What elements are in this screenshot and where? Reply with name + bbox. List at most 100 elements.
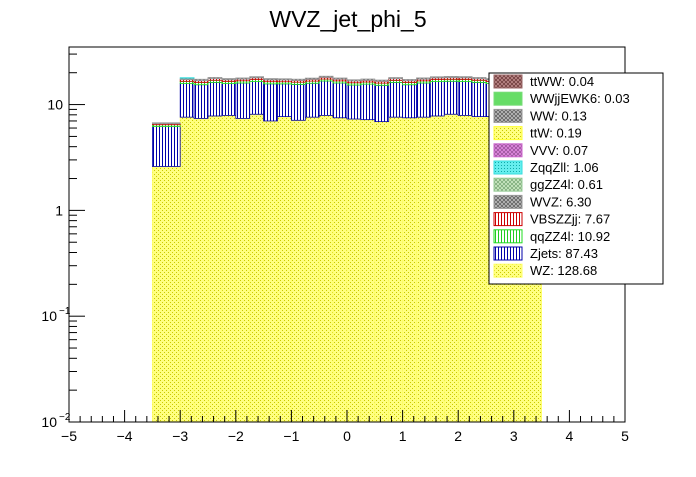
bar-Zjets-9: [291, 84, 305, 120]
bar-WZ-14: [361, 120, 375, 422]
y-tick-label-0p01: 10: [41, 414, 57, 430]
legend-label-WVZ: WVZ: 6.30: [530, 194, 591, 209]
bar-Zjets-17: [403, 85, 417, 118]
legend-swatch-WVZ: [494, 195, 522, 208]
x-tick-label: 1: [399, 428, 407, 444]
bar-Zjets-22: [472, 82, 486, 116]
bar-Zjets-7: [264, 84, 278, 121]
bar-WZ-9: [291, 120, 305, 422]
bar-Zjets-21: [458, 82, 472, 116]
bar-WVZ-16: [389, 78, 403, 79]
bar-Zjets-8: [278, 84, 292, 117]
x-tick-label: 2: [454, 428, 462, 444]
legend-label-qqZZ4l: qqZZ4l: 10.92: [530, 229, 610, 244]
legend-swatch-qqZZ4l: [494, 230, 522, 243]
bar-WZ-18: [417, 117, 431, 422]
legend-swatch-ttW: [494, 127, 522, 140]
bar-WVZ-19: [430, 77, 444, 78]
bar-WZ-5: [236, 118, 250, 422]
bar-WVZ-3: [208, 77, 222, 78]
bar-Zjets-6: [250, 82, 264, 115]
bar-WZ-13: [347, 119, 361, 422]
bar-WVZ-13: [347, 80, 361, 81]
bar-Zjets-1: [180, 84, 194, 118]
bar-WVZ-17: [403, 79, 417, 80]
y-tick-label-0p01-exponent: −2: [59, 412, 71, 423]
legend-label-VVV: VVV: 0.07: [530, 143, 588, 158]
y-tick-label-0p1-exponent: −1: [59, 306, 71, 317]
legend-swatch-ggZZ4l: [494, 178, 522, 191]
bar-WVZ-20: [444, 76, 458, 77]
bar-WZ-2: [194, 118, 208, 422]
bar-WVZ-6: [250, 77, 264, 78]
bar-WVZ-21: [458, 77, 472, 78]
bar-Zjets-14: [361, 84, 375, 120]
bar-WZ-16: [389, 117, 403, 422]
x-tick-label: 4: [566, 428, 574, 444]
legend-label-WWjjEWK6: WWjjEWK6: 0.03: [530, 91, 630, 106]
bar-Zjets-18: [417, 83, 431, 117]
x-tick-label: −3: [172, 428, 188, 444]
bar-Zjets-19: [430, 82, 444, 116]
bar-WZ-22: [472, 117, 486, 422]
x-tick-label: −1: [283, 428, 299, 444]
y-tick-label-10: 10: [47, 97, 63, 113]
stacked-bars: [152, 76, 541, 422]
x-tick-label: −5: [61, 428, 77, 444]
chart-title: WVZ_jet_phi_5: [269, 6, 426, 32]
bar-Zjets-20: [444, 81, 458, 114]
bar-WZ-11: [319, 115, 333, 422]
bar-Zjets-13: [347, 85, 361, 119]
bar-WZ-19: [430, 116, 444, 422]
x-tick-label: 3: [510, 428, 518, 444]
y-tick-label-0p1: 10: [41, 308, 57, 324]
x-tick-label: −2: [228, 428, 244, 444]
bar-WVZ-18: [417, 78, 431, 79]
bar-WVZ-22: [472, 77, 486, 78]
bar-WZ-1: [180, 117, 194, 422]
legend-swatch-ttWW: [494, 75, 522, 88]
bar-Zjets-15: [375, 85, 389, 121]
bar-WZ-17: [403, 118, 417, 422]
legend-swatch-Zjets: [494, 247, 522, 260]
bar-WZ-20: [444, 114, 458, 422]
legend-label-ttWW: ttWW: 0.04: [530, 74, 594, 89]
bar-WVZ-11: [319, 76, 333, 77]
bar-Zjets-11: [319, 81, 333, 115]
bar-WVZ-7: [264, 79, 278, 80]
bar-WZ-12: [333, 118, 347, 422]
legend-swatch-WWjjEWK6: [494, 92, 522, 105]
bar-WVZ-5: [236, 78, 250, 79]
bar-WZ-3: [208, 116, 222, 422]
bar-WVZ-9: [291, 79, 305, 80]
legend-label-ZqqZll: ZqqZll: 1.06: [530, 160, 599, 175]
bar-WVZ-8: [278, 79, 292, 80]
bar-WZ-8: [278, 117, 292, 422]
bar-WZ-21: [458, 115, 472, 422]
bar-WZ-0: [152, 166, 180, 422]
bar-WZ-6: [250, 114, 264, 422]
y-tick-label-1: 1: [55, 202, 63, 218]
bar-Zjets-0: [152, 127, 180, 167]
bar-WZ-7: [264, 121, 278, 422]
legend-swatch-WW: [494, 109, 522, 122]
bar-WZ-15: [375, 122, 389, 422]
legend-swatch-ZqqZll: [494, 161, 522, 174]
bar-WVZ-14: [361, 79, 375, 80]
legend-swatch-WZ: [494, 264, 522, 277]
bar-WZ-4: [222, 115, 236, 422]
bar-WVZ-10: [305, 78, 319, 79]
bar-WVZ-12: [333, 78, 347, 79]
bar-Zjets-5: [236, 83, 250, 118]
x-tick-label: 0: [343, 428, 351, 444]
legend-swatch-VVV: [494, 144, 522, 157]
bar-Zjets-16: [389, 82, 403, 117]
legend-label-Zjets: Zjets: 87.43: [530, 246, 598, 261]
bar-WVZ-0: [152, 123, 180, 124]
bar-WVZ-15: [375, 80, 389, 81]
legend-swatch-VBSZZjj: [494, 213, 522, 226]
bar-Zjets-12: [333, 83, 347, 118]
